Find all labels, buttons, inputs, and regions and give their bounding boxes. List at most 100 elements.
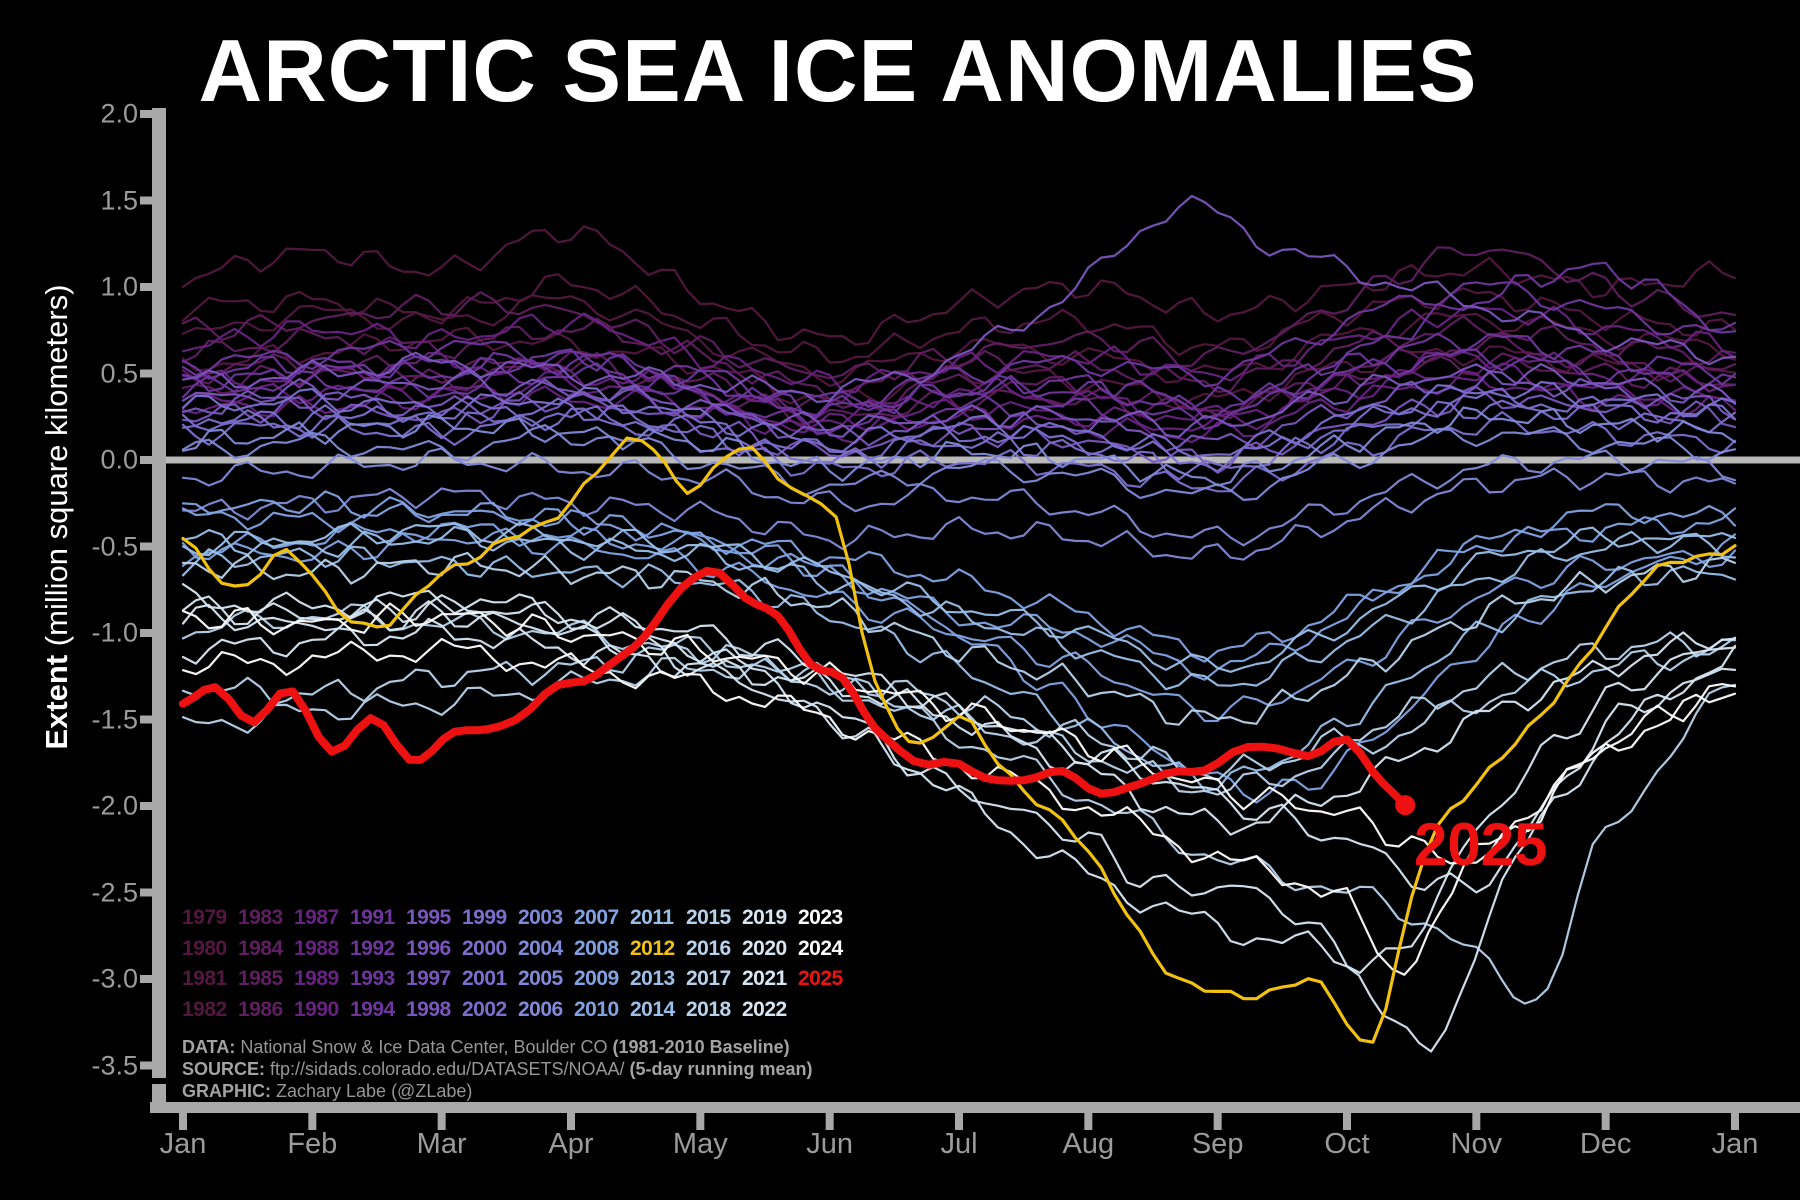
legend-year-2017: 2017 [686,967,731,990]
legend-year-1989: 1989 [294,967,339,990]
year-line-1997 [181,370,1737,452]
month-label-10-Nov: Nov [1450,1128,1503,1160]
year-line-2025 [179,566,1410,810]
legend-year-2023: 2023 [798,906,843,929]
credit-graphic-line: GRAPHIC: Zachary Labe (@ZLabe) [182,1080,813,1102]
month-label-11-Dec: Dec [1579,1128,1632,1160]
month-label-3-Apr: Apr [548,1128,594,1160]
legend-year-1995: 1995 [406,906,451,929]
legend-year-2015: 2015 [686,906,731,929]
legend-year-1997: 1997 [406,967,451,990]
legend-year-1998: 1998 [406,997,451,1021]
credit-data-baseline: (1981-2010 Baseline) [612,1037,790,1057]
legend-year-2016: 2016 [686,936,731,960]
legend-year-2020: 2020 [742,936,787,960]
credit-data-line: DATA: National Snow & Ice Data Center, B… [182,1036,813,1058]
year-line-2011 [181,545,1737,792]
year-line-2006 [181,467,1737,561]
x-axis-tick-9 [1342,1113,1351,1130]
y-axis-tick-2.0 [140,110,152,118]
year-line-1979 [181,225,1737,346]
year-line-2003 [181,406,1737,487]
year-line-1982 [181,273,1737,364]
legend-year-2006: 2006 [518,997,563,1021]
y-tick-label-2.0: 2.0 [100,98,138,129]
legend-year-2002: 2002 [462,997,507,1021]
year-line-2021 [181,617,1737,836]
y-axis-tick--2.5 [140,888,152,897]
legend-year-2011: 2011 [630,906,674,929]
x-axis-line [150,1102,1800,1113]
y-axis-tick--1.5 [140,715,152,724]
credit-data-text: National Snow & Ice Data Center, Boulder… [235,1037,613,1057]
y-tick-label--0.5: -0.5 [91,531,138,561]
month-label-7-Aug: Aug [1062,1128,1115,1160]
legend-year-2004: 2004 [518,936,563,960]
year-line-2005 [181,447,1737,547]
legend-year-2021: 2021 [742,967,787,990]
legend-year-1994: 1994 [350,997,395,1021]
y-axis-tick-1.0 [140,283,152,291]
year-line-2015 [181,551,1737,726]
year-line-2014 [181,525,1737,691]
x-axis-tick-12 [1730,1113,1739,1130]
y-axis-label-bold: Extent [39,654,74,750]
legend-year-1999: 1999 [462,906,507,929]
y-axis-tick-0.5 [140,369,152,378]
y-tick-label--2.5: -2.5 [91,877,138,907]
year-line-2020 [181,583,1737,1053]
credits-block: DATA: National Snow & Ice Data Center, B… [182,1036,813,1102]
y-tick-label--3.5: -3.5 [91,1050,138,1080]
legend-year-2010: 2010 [574,997,619,1021]
legend-year-1986: 1986 [238,997,283,1021]
year-line-1980 [181,294,1737,388]
x-axis-tick-5 [825,1113,834,1130]
year-line-1994 [181,332,1737,420]
year-line-2012 [181,436,1737,1044]
y-axis-tick-1.5 [140,196,152,205]
month-label-12-Jan: Jan [1711,1128,1759,1160]
y-tick-label-0.0: 0.0 [100,444,138,475]
x-axis-tick-11 [1601,1113,1610,1130]
year-line-2008 [181,503,1737,681]
x-axis-tick-10 [1472,1113,1481,1130]
x-axis-left-cap [152,1084,166,1104]
credit-source-line: SOURCE: ftp://sidads.colorado.edu/DATASE… [182,1058,813,1080]
legend-year-2024: 2024 [798,936,843,960]
legend-year-1992: 1992 [350,936,395,960]
legend-year-2007: 2007 [574,906,619,929]
legend-year-1979: 1979 [182,906,227,929]
y-tick-label--1.0: -1.0 [91,617,138,648]
y-tick-label-1.5: 1.5 [100,185,138,215]
y-axis-tick--2.0 [140,802,152,810]
year-line-2009 [181,501,1737,663]
page-title: ARCTIC SEA ICE ANOMALIES [198,21,1478,120]
y-axis-tick-0.0 [140,456,152,464]
legend-year-2014: 2014 [630,997,675,1021]
legend-year-1991: 1991 [350,906,395,929]
x-axis-tick-2 [437,1113,446,1130]
x-axis-tick-8 [1213,1113,1222,1130]
year-line-1993 [181,348,1737,435]
year-line-2013 [181,521,1737,673]
legend-year-2009: 2009 [574,967,619,990]
zero-reference-line [152,456,1800,464]
legend-year-1996: 1996 [406,936,451,960]
legend-year-1983: 1983 [238,906,283,929]
y-axis-label: Extent (million square kilometers) [39,284,75,749]
legend-year-1987: 1987 [294,906,339,929]
credit-data-label: DATA: [182,1037,236,1057]
month-label-2-Mar: Mar [416,1128,467,1160]
y-tick-label--1.5: -1.5 [91,704,138,734]
month-label-4-May: May [672,1128,728,1160]
x-axis-tick-0 [179,1113,187,1130]
y-tick-label--2.0: -2.0 [91,790,138,821]
legend-year-2005: 2005 [518,967,563,990]
legend-year-1993: 1993 [350,967,395,990]
year-line-1992 [181,281,1737,408]
legend-year-2022: 2022 [742,997,787,1021]
month-label-1-Feb: Feb [287,1128,338,1160]
annotation-2025: 2025 [1414,811,1548,878]
